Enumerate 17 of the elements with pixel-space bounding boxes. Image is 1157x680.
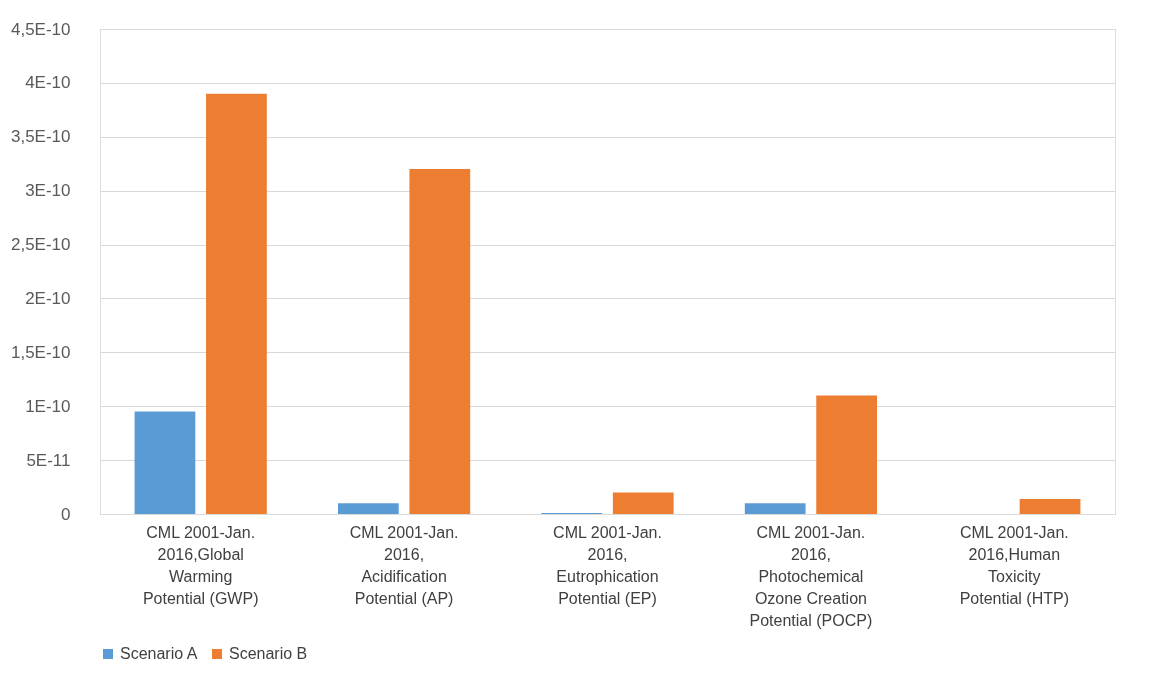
- legend-label: Scenario B: [229, 645, 308, 662]
- y-tick-label: 3,5E-10: [10, 127, 71, 147]
- y-tick-label: 4E-10: [25, 73, 71, 93]
- y-tick-label: 2E-10: [25, 288, 71, 308]
- y-tick-label: 5E-11: [26, 450, 71, 470]
- y-tick-label: 4,5E-10: [10, 19, 71, 39]
- x-tick-label: CML 2001-Jan. 2016,Eutrophication Potential (EP): [553, 523, 662, 607]
- legend-label: Scenario A: [120, 645, 198, 662]
- y-tick-label: 0: [61, 504, 71, 524]
- x-tick-label: CML 2001-Jan. 2016,Human Toxicity Potential (HTP): [959, 523, 1069, 607]
- y-tick-label: 1,5E-10: [10, 342, 71, 362]
- x-tick-label: CML 2001-Jan. 2016,Photochemical Ozone Creation Potential (POCP): [749, 523, 873, 629]
- y-tick-label: 2,5E-10: [10, 235, 71, 255]
- x-tick-label: CML 2001-Jan. 2016,Acidification Potential (AP): [349, 523, 459, 607]
- x-tick-label: CML 2001-Jan. 2016,Global Warming Potential (GWP): [142, 523, 259, 607]
- y-tick-label: 3E-10: [25, 181, 71, 201]
- y-tick-label: 1E-10: [25, 396, 71, 416]
